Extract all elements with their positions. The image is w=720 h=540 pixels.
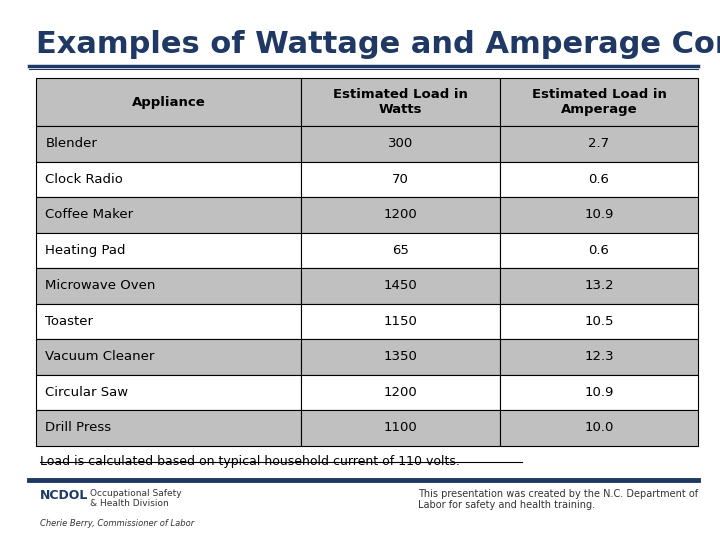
Text: Microwave Oven: Microwave Oven bbox=[45, 279, 156, 292]
Text: Circular Saw: Circular Saw bbox=[45, 386, 128, 399]
Text: Cherie Berry, Commissioner of Labor: Cherie Berry, Commissioner of Labor bbox=[40, 519, 194, 529]
Text: 0.6: 0.6 bbox=[589, 244, 609, 257]
Text: 10.9: 10.9 bbox=[585, 208, 613, 221]
Text: Estimated Load in
Watts: Estimated Load in Watts bbox=[333, 88, 468, 116]
Text: Occupational Safety
& Health Division: Occupational Safety & Health Division bbox=[90, 489, 181, 508]
Text: 1350: 1350 bbox=[383, 350, 418, 363]
Text: This presentation was created by the N.C. Department of
Labor for safety and hea: This presentation was created by the N.C… bbox=[418, 489, 698, 510]
Text: Clock Radio: Clock Radio bbox=[45, 173, 123, 186]
Text: 1200: 1200 bbox=[384, 386, 417, 399]
Text: 1100: 1100 bbox=[384, 421, 417, 434]
Text: Appliance: Appliance bbox=[132, 96, 205, 109]
Text: Estimated Load in
Amperage: Estimated Load in Amperage bbox=[531, 88, 667, 116]
Text: 70: 70 bbox=[392, 173, 409, 186]
Text: 13.2: 13.2 bbox=[584, 279, 614, 292]
Text: Blender: Blender bbox=[45, 137, 97, 150]
Text: 65: 65 bbox=[392, 244, 409, 257]
Text: Coffee Maker: Coffee Maker bbox=[45, 208, 133, 221]
Text: 10.0: 10.0 bbox=[585, 421, 613, 434]
Text: 1450: 1450 bbox=[384, 279, 417, 292]
Text: Vacuum Cleaner: Vacuum Cleaner bbox=[45, 350, 155, 363]
Text: 10.9: 10.9 bbox=[585, 386, 613, 399]
Text: 10.5: 10.5 bbox=[585, 315, 613, 328]
Text: Load is calculated based on typical household current of 110 volts.: Load is calculated based on typical hous… bbox=[40, 455, 459, 468]
Text: 300: 300 bbox=[387, 137, 413, 150]
Text: 1200: 1200 bbox=[384, 208, 417, 221]
Text: 12.3: 12.3 bbox=[584, 350, 614, 363]
Text: 1150: 1150 bbox=[383, 315, 418, 328]
Text: Examples of Wattage and Amperage Consumed: Examples of Wattage and Amperage Consume… bbox=[36, 30, 720, 59]
Text: NCDOL: NCDOL bbox=[40, 489, 88, 502]
Text: Heating Pad: Heating Pad bbox=[45, 244, 126, 257]
Text: 2.7: 2.7 bbox=[588, 137, 610, 150]
Text: Drill Press: Drill Press bbox=[45, 421, 112, 434]
Text: 0.6: 0.6 bbox=[589, 173, 609, 186]
Text: Toaster: Toaster bbox=[45, 315, 94, 328]
